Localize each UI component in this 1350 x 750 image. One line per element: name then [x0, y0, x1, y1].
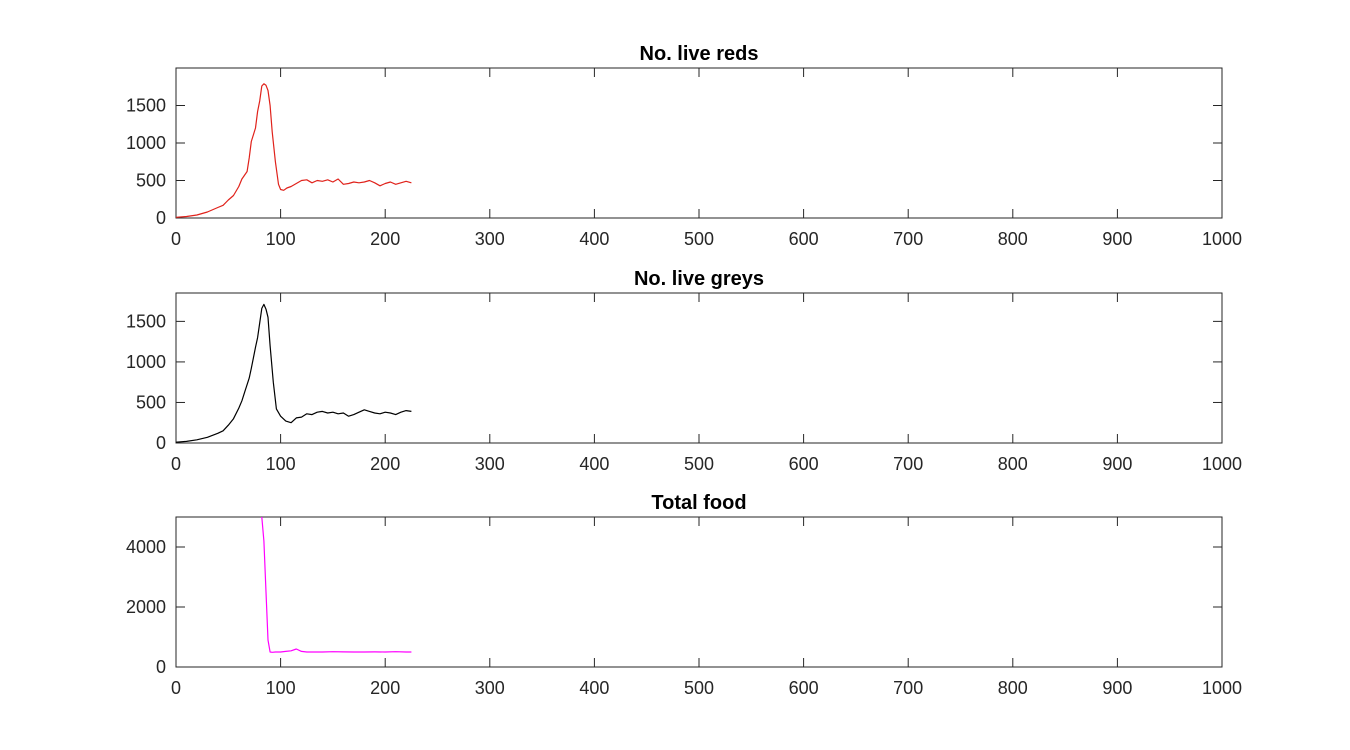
axes-box [175, 292, 1223, 444]
y-tick-label: 2000 [126, 597, 166, 617]
x-tick-label: 1000 [1202, 229, 1242, 249]
x-tick-label: 200 [370, 454, 400, 474]
x-tick-label: 300 [475, 229, 505, 249]
y-tick-label: 0 [156, 208, 166, 228]
x-tick-label: 600 [789, 678, 819, 698]
x-tick-label: 600 [789, 229, 819, 249]
chart-title: No. live reds [640, 43, 759, 65]
x-tick-label: 0 [171, 229, 181, 249]
y-tick-label: 500 [136, 392, 166, 412]
x-tick-label: 400 [579, 229, 609, 249]
chart-title: Total food [651, 492, 746, 514]
x-tick-label: 900 [1102, 229, 1132, 249]
x-tick-label: 700 [893, 229, 923, 249]
axes-box [175, 67, 1223, 219]
x-tick-label: 600 [789, 454, 819, 474]
series-line [175, 303, 412, 443]
y-tick-label: 4000 [126, 537, 166, 557]
chart-1: No. live reds 0 100 200 300 400 500 600 700 800 90… [126, 43, 1242, 249]
x-tick-label: 900 [1102, 454, 1132, 474]
x-tick-label: 400 [579, 678, 609, 698]
x-tick-label: 500 [684, 454, 714, 474]
x-tick-label: 1000 [1202, 678, 1242, 698]
x-tick-label: 200 [370, 229, 400, 249]
y-tick-label: 1500 [126, 311, 166, 331]
x-tick-label: 400 [579, 454, 609, 474]
series-line [261, 516, 412, 653]
x-tick-label: 800 [998, 454, 1028, 474]
y-tick-label: 500 [136, 171, 166, 191]
chart-3: Total food 0 100 200 300 400 500 600 700 800 900 10… [126, 492, 1242, 698]
y-tick-label: 1000 [126, 133, 166, 153]
y-tick-label: 0 [156, 657, 166, 677]
x-tick-label: 0 [171, 454, 181, 474]
x-tick-label: 100 [266, 229, 296, 249]
x-tick-label: 1000 [1202, 454, 1242, 474]
x-tick-label: 0 [171, 678, 181, 698]
y-tick-label: 1000 [126, 352, 166, 372]
x-tick-label: 100 [266, 454, 296, 474]
x-tick-label: 300 [475, 454, 505, 474]
x-tick-label: 800 [998, 678, 1028, 698]
chart-2: No. live greys 0 100 200 300 400 500 600 700 800 9… [126, 268, 1242, 474]
x-tick-label: 500 [684, 229, 714, 249]
axes-box [175, 516, 1223, 668]
x-tick-label: 500 [684, 678, 714, 698]
x-tick-label: 800 [998, 229, 1028, 249]
y-tick-label: 0 [156, 433, 166, 453]
x-tick-label: 100 [266, 678, 296, 698]
series-line [175, 83, 412, 218]
x-tick-label: 300 [475, 678, 505, 698]
x-tick-label: 700 [893, 454, 923, 474]
y-tick-label: 1500 [126, 96, 166, 116]
chart-title: No. live greys [634, 268, 764, 290]
x-tick-label: 200 [370, 678, 400, 698]
x-tick-label: 700 [893, 678, 923, 698]
x-tick-label: 900 [1102, 678, 1132, 698]
